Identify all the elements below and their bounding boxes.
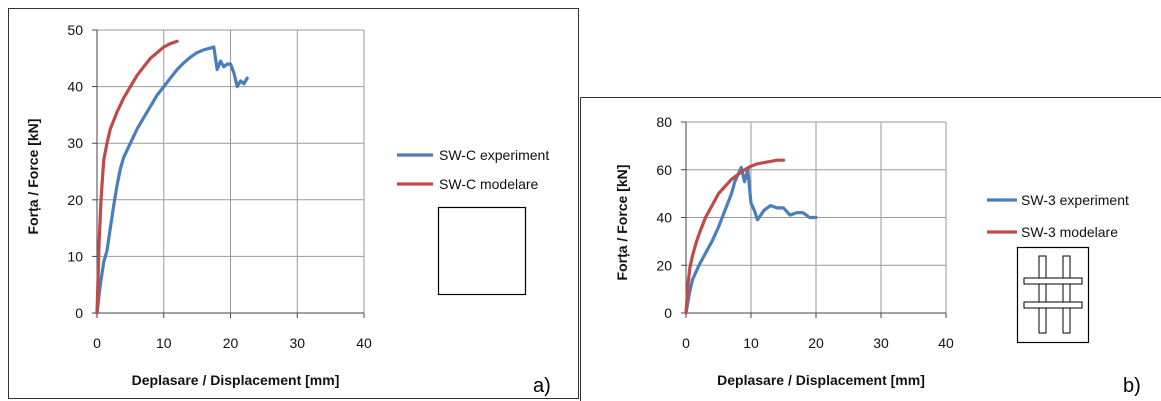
series-line-2 [95, 39, 179, 315]
chart-a: 0 10 20 30 40 0 10 20 30 40 50 SW-C experiment SW-C … [25, 22, 549, 388]
y-tick-label: 0 [75, 305, 83, 321]
x-axis-label: Deplasare / Displacement [mm] [717, 372, 925, 388]
series-line-1 [684, 165, 818, 315]
y-tick-label: 0 [664, 305, 672, 321]
x-axis-label: Deplasare / Displacement [mm] [132, 372, 340, 388]
y-tick-label: 30 [67, 135, 83, 151]
x-tick-label: 0 [682, 335, 690, 351]
y-tick-label: 10 [67, 248, 83, 264]
x-tick-label: 10 [743, 335, 759, 351]
x-tick-label: 20 [223, 335, 239, 351]
series-line-2 [684, 158, 786, 315]
x-tick-label: 40 [356, 335, 372, 351]
panel-a-frame [8, 8, 579, 399]
legend-label-1: SW-3 experiment [1021, 192, 1129, 208]
panel-label-b: b) [1123, 375, 1141, 397]
y-tick-label: 40 [656, 210, 672, 226]
chart-b: 0 10 20 30 40 0 20 40 60 80 SW-3 experiment SW-3 mo… [614, 114, 1129, 388]
y-tick-label: 80 [656, 114, 672, 130]
x-tick-label: 40 [938, 335, 954, 351]
legend-label-2: SW-3 modelare [1021, 224, 1118, 240]
legend-symbol-square [437, 206, 527, 296]
legend-label-1: SW-C experiment [439, 147, 549, 163]
x-tick-label: 20 [808, 335, 824, 351]
series-line-1 [95, 45, 249, 315]
panel-label-a: a) [533, 375, 551, 397]
y-tick-label: 50 [67, 22, 83, 38]
y-axis-label: Forța / Force [kN] [614, 165, 630, 281]
x-tick-label: 0 [93, 335, 101, 351]
legend-symbol-grid [1016, 246, 1090, 344]
y-tick-label: 20 [656, 257, 672, 273]
y-tick-label: 60 [656, 162, 672, 178]
panel-b-frame [580, 97, 1161, 401]
y-tick-label: 40 [67, 79, 83, 95]
x-tick-label: 30 [873, 335, 889, 351]
legend-label-2: SW-C modelare [439, 176, 539, 192]
y-axis-label: Forța / Force [kN] [25, 119, 41, 235]
y-tick-label: 20 [67, 192, 83, 208]
x-tick-label: 10 [156, 335, 172, 351]
x-tick-label: 30 [289, 335, 305, 351]
